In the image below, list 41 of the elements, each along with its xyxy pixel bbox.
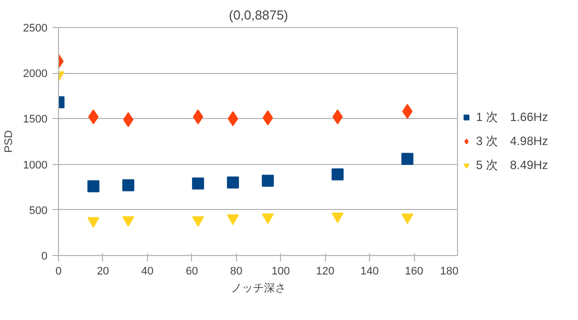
x-tick-label: 180	[440, 266, 459, 278]
x-tick-label: 120	[316, 266, 334, 278]
point	[192, 109, 204, 124]
point	[262, 174, 274, 187]
y-tick-label: 0	[41, 250, 48, 262]
x-tick-label: 80	[230, 266, 242, 278]
point	[262, 214, 274, 224]
point	[226, 176, 239, 189]
point	[122, 216, 134, 227]
point	[401, 152, 414, 165]
point	[192, 216, 204, 227]
x-tick-label: 140	[360, 266, 379, 278]
point	[122, 179, 134, 192]
point	[402, 104, 413, 119]
y-tick-label: 2500	[23, 22, 48, 34]
point	[332, 109, 343, 124]
y-tick-label: 500	[29, 204, 48, 217]
x-axis-title: ノッチ深さ	[231, 282, 286, 294]
point	[226, 214, 239, 225]
x-tick-label: 60	[186, 266, 198, 278]
x-tick-label: 40	[141, 266, 154, 278]
legend-label: 3 次 4.98Hz	[476, 132, 548, 150]
y-axis-title: PSD	[3, 130, 16, 153]
point	[228, 111, 238, 126]
x-tick-label: 20	[96, 266, 110, 278]
x-tick-label: 100	[272, 266, 290, 278]
point	[192, 177, 204, 190]
chart-title: (0,0,8875)	[228, 8, 288, 22]
y-tick-label: 1000	[23, 159, 48, 172]
legend-label: 5 次 8.49Hz	[476, 156, 548, 174]
point	[332, 168, 344, 180]
point	[332, 212, 344, 224]
point	[87, 180, 100, 192]
point	[401, 214, 414, 224]
x-tick-label: 160	[404, 266, 424, 278]
x-tick-label: 0	[55, 266, 62, 278]
point	[88, 109, 99, 124]
y-tick-label: 1500	[23, 114, 48, 126]
point	[87, 217, 100, 228]
y-tick-label: 2000	[23, 68, 48, 80]
legend-label: 1 次 1.66Hz	[476, 108, 548, 126]
